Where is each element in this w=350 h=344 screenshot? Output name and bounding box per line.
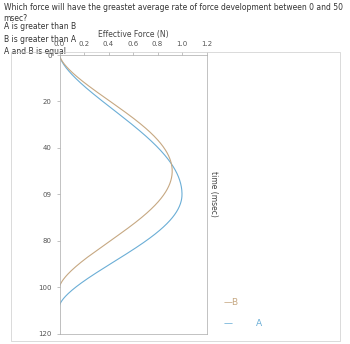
Text: —B: —B (224, 298, 239, 307)
Text: B is greater than A: B is greater than A (4, 35, 76, 44)
Text: —: — (224, 319, 233, 328)
X-axis label: Effective Force (N): Effective Force (N) (98, 30, 168, 39)
Text: A is greater than B: A is greater than B (4, 22, 76, 31)
Text: A and B is equal: A and B is equal (4, 47, 65, 56)
Text: A: A (256, 319, 262, 328)
Text: Which force will have the greastet average rate of force development between 0 a: Which force will have the greastet avera… (4, 3, 343, 23)
Y-axis label: time (msec): time (msec) (209, 171, 218, 217)
